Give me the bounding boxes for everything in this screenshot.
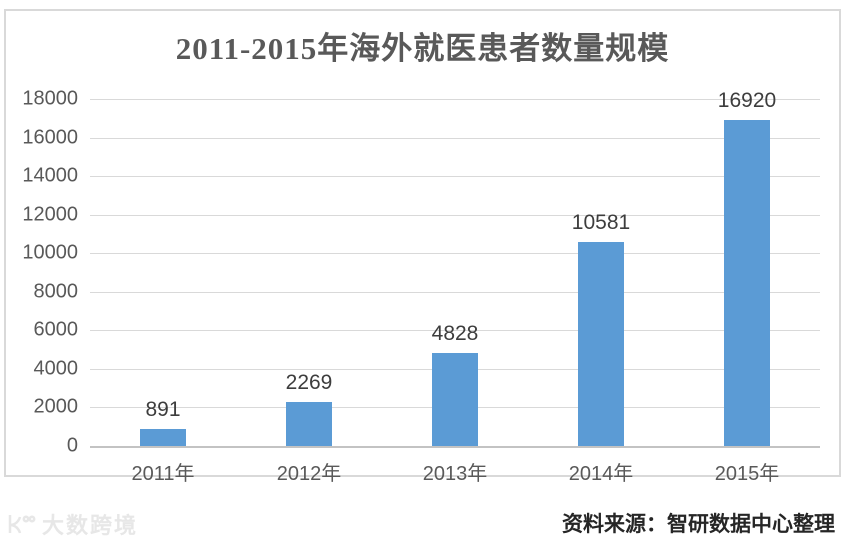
y-axis-tick-label: 6000	[33, 318, 79, 341]
bar-value-label: 16920	[717, 88, 777, 112]
bar-2011年	[140, 428, 186, 446]
bar-slot: 4828	[382, 99, 528, 446]
gridline	[90, 253, 820, 255]
y-axis-tick-label: 16000	[22, 126, 78, 149]
watermark: 大数跨境	[6, 508, 138, 540]
y-axis-tick-label: 10000	[22, 241, 78, 264]
bar-slot: 10581	[528, 99, 674, 446]
chart-title: 2011-2015年海外就医患者数量规模	[175, 31, 670, 66]
y-axis-tick-label: 14000	[22, 164, 78, 187]
x-axis-tick-label: 2015年	[714, 463, 780, 485]
bar-slot: 16920	[674, 89, 820, 446]
watermark-logo-icon	[8, 515, 36, 534]
x-axis-tick-label: 2014年	[568, 463, 634, 485]
plot-area: 0 2000 4000 6000 8000 10000 12000 14000 16000 180…	[22, 88, 820, 485]
bar-value-label: 891	[145, 397, 181, 421]
x-axis-tick-label: 2011年	[131, 463, 195, 485]
source-label: 资料来源：智研数据中心整理	[562, 512, 835, 536]
bar-value-label: 2269	[285, 371, 333, 395]
x-axis-tick-label: 2012年	[276, 463, 342, 485]
bar-2012年	[286, 402, 332, 446]
y-axis-tick-label: 2000	[33, 395, 79, 418]
gridline	[90, 99, 820, 100]
gridline	[90, 214, 820, 216]
chart-panel: 2011-2015年海外就医患者数量规模 0 2000 4000 6000 8000 10…	[4, 9, 841, 485]
gridline	[90, 291, 820, 293]
bar-2014年	[578, 242, 624, 446]
y-axis-tick-label: 4000	[33, 357, 79, 380]
bar-value-label: 10581	[571, 211, 631, 235]
watermark-text: 大数跨境	[42, 513, 139, 538]
bar-slot: 891	[90, 99, 236, 446]
gridline	[90, 330, 820, 332]
bar-value-label: 4828	[431, 321, 479, 345]
y-axis-tick-label: 12000	[22, 203, 78, 226]
bar-slot: 2269	[236, 99, 382, 446]
bar-2015年	[724, 119, 770, 446]
x-axis-line	[90, 446, 820, 448]
gridline	[90, 137, 820, 139]
gridline	[90, 176, 820, 178]
y-axis-tick-label: 18000	[22, 87, 78, 110]
bar-2013年	[432, 352, 478, 446]
y-axis-tick-label: 0	[66, 434, 78, 457]
x-axis-tick-label: 2013年	[422, 463, 488, 485]
y-axis-tick-label: 8000	[33, 280, 79, 303]
